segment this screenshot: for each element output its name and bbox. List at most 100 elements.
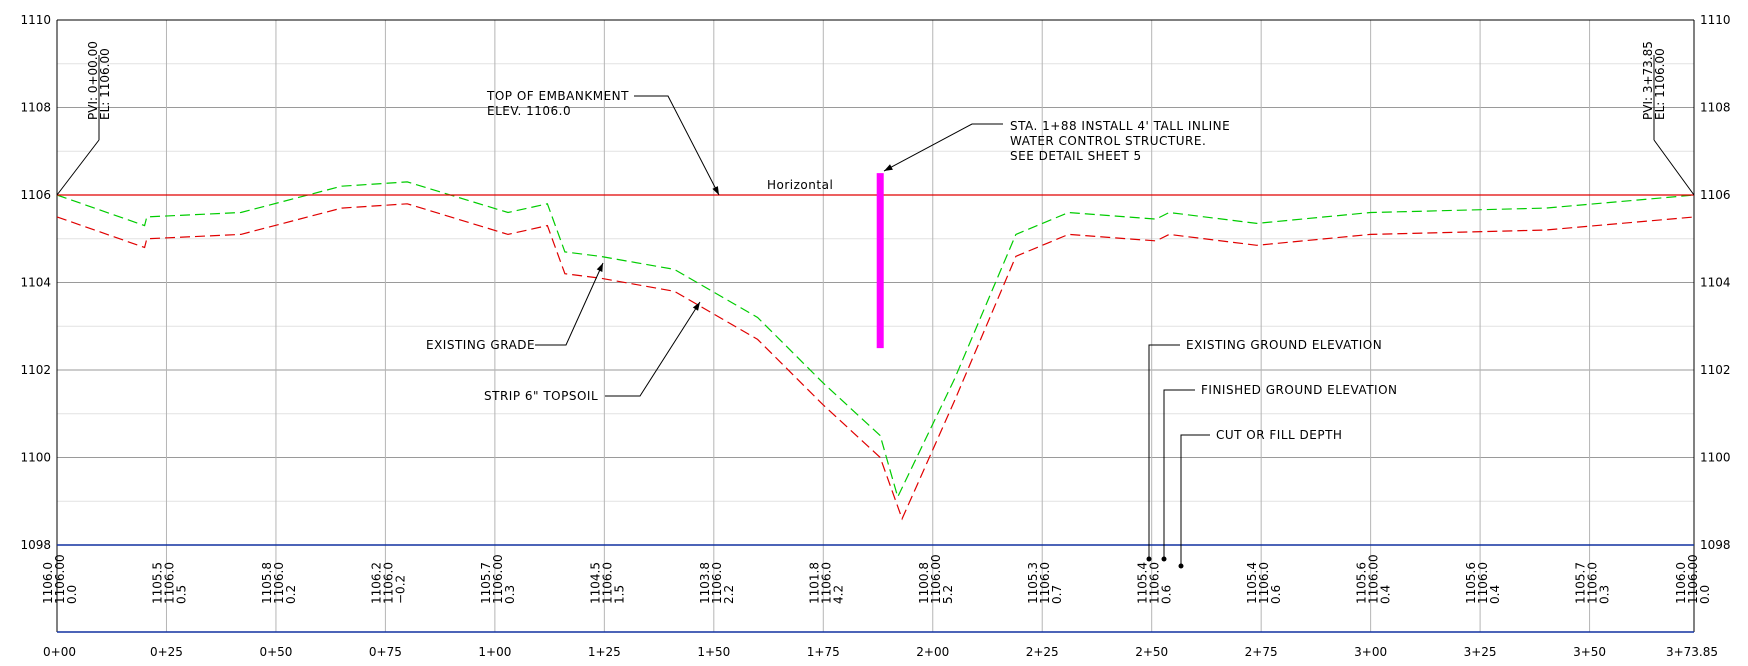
legend-leader	[1163, 389, 1195, 559]
design-line-label: Horizontal	[767, 178, 833, 192]
y-tick-label-left: 1106	[20, 188, 51, 202]
note-top-of-embankment: TOP OF EMBANKMENT	[486, 89, 629, 103]
x-tick-label: 1+75	[807, 645, 840, 659]
existing-grade-line	[56, 181, 1695, 499]
table-finished-elev: 1106.0	[710, 562, 724, 604]
note-existing-grade: EXISTING GRADE	[426, 338, 535, 352]
y-tick-label-left: 1102	[20, 363, 51, 377]
pvi-elevation-text: EL: 1106.00	[98, 48, 112, 120]
table-finished-elev: 1106.0	[1148, 562, 1162, 604]
legend-label: EXISTING GROUND ELEVATION	[1186, 338, 1382, 352]
y-tick-label-left: 1100	[20, 451, 51, 465]
legend-dot	[1146, 556, 1152, 562]
table-existing-elev: 1106.0	[41, 562, 55, 604]
y-tick-label-right: 1104	[1700, 276, 1731, 290]
x-tick-label: 1+25	[588, 645, 621, 659]
table-cut-fill: 0.2	[284, 585, 298, 604]
pvi-elevation-text: EL: 1106.00	[1653, 48, 1667, 120]
note-structure-line: STA. 1+88 INSTALL 4' TALL INLINE	[1010, 119, 1230, 133]
table-cut-fill: 4.2	[831, 585, 845, 604]
table-finished-elev: 1106.0	[1476, 562, 1490, 604]
y-tick-label-right: 1106	[1700, 188, 1731, 202]
x-axis-labels: 0+00 0+25 0+50 0+75 1+00 1+25 1+50 1+75 2+00 2+25…	[43, 645, 1718, 659]
table-finished-elev: 1106.0	[1038, 562, 1052, 604]
table-finished-elev: 1106.00	[929, 554, 943, 604]
table-finished-elev: 1106.0	[819, 562, 833, 604]
table-existing-elev: 1103.8	[698, 562, 712, 604]
x-tick-label: 3+25	[1464, 645, 1497, 659]
table-cut-fill: 1.5	[612, 585, 626, 604]
y-tick-label-left: 1104	[20, 276, 51, 290]
table-cut-fill: 0.4	[1488, 585, 1502, 604]
legend-dot	[1161, 556, 1167, 562]
plot-frame	[56, 19, 1695, 633]
arrow-structure	[884, 164, 893, 171]
table-cut-fill: 0.0	[1698, 585, 1712, 604]
legend-leader	[1148, 344, 1180, 559]
arrow-embankment	[712, 186, 719, 195]
x-tick-label: 3+50	[1573, 645, 1606, 659]
table-cut-fill: 0.5	[174, 585, 188, 604]
table-cut-fill: 5.2	[941, 585, 955, 604]
table-finished-elev: 1106.0	[1257, 562, 1271, 604]
legend-label: CUT OR FILL DEPTH	[1216, 428, 1342, 442]
table-finished-elev: 1106.0	[600, 562, 614, 604]
table-cut-fill: −0.2	[393, 575, 407, 604]
arrow-existing-grade	[596, 263, 603, 272]
leader-existing-grade	[535, 262, 604, 346]
x-tick-label: 0+00	[43, 645, 76, 659]
table-existing-elev: 1105.4	[1245, 562, 1259, 604]
table-existing-elev: 1105.7	[1574, 562, 1588, 604]
table-cut-fill: 0.6	[1160, 585, 1174, 604]
table-finished-elev: 1106.0	[1586, 562, 1600, 604]
y-axis-labels: 1098 1098 1100 1100 1102 1102 1104 1104 1106 1106…	[20, 13, 1730, 552]
table-existing-elev: 1100.8	[917, 562, 931, 604]
design-line-layer: Horizontal	[57, 178, 1694, 196]
note-embankment-elev: ELEV. 1106.0	[487, 104, 571, 118]
x-tick-label: 0+50	[259, 645, 292, 659]
table-finished-elev: 1106.0	[381, 562, 395, 604]
table-existing-elev: 1105.6	[1355, 562, 1369, 604]
table-cut-fill: 0.3	[1598, 585, 1612, 604]
pvi-station-text: PVI: 3+73.85	[1641, 41, 1655, 120]
table-existing-elev: 1105.7	[479, 562, 493, 604]
table-finished-elev: 1106.00	[1367, 554, 1381, 604]
table-finished-elev: 1106.00	[491, 554, 505, 604]
x-tick-label: 1+00	[478, 645, 511, 659]
legend-leader	[1180, 434, 1210, 566]
x-tick-label: 0+25	[150, 645, 183, 659]
series-layer	[56, 181, 1695, 521]
y-tick-label-left: 1110	[20, 13, 51, 27]
pvi-station-text: PVI: 0+00.00	[86, 41, 100, 120]
pvi-leader-diagonal	[56, 139, 100, 196]
table-cut-fill: 0.4	[1379, 585, 1393, 604]
table-existing-elev: 1104.5	[588, 562, 602, 604]
x-tick-label: 1+50	[697, 645, 730, 659]
x-tick-label: 2+75	[1245, 645, 1278, 659]
table-existing-elev: 1106.2	[369, 562, 383, 604]
table-finished-elev: 1106.0	[272, 562, 286, 604]
y-tick-label-right: 1100	[1700, 451, 1731, 465]
table-existing-elev: 1105.6	[1464, 562, 1478, 604]
table-cut-fill: 0.0	[65, 585, 79, 604]
note-strip-topsoil: STRIP 6" TOPSOIL	[484, 389, 598, 403]
y-tick-label-right: 1110	[1700, 13, 1731, 27]
note-structure-line: WATER CONTROL STRUCTURE.	[1010, 134, 1206, 148]
table-finished-elev: 1106.00	[53, 554, 67, 604]
table-existing-elev: 1106.0	[1674, 562, 1688, 604]
x-tick-label: 2+25	[1026, 645, 1059, 659]
y-tick-label-left: 1108	[20, 101, 51, 115]
table-existing-elev: 1105.4	[1136, 562, 1150, 604]
table-existing-elev: 1105.3	[1026, 562, 1040, 604]
x-tick-label: 2+00	[916, 645, 949, 659]
x-tick-label: 3+73.85	[1666, 645, 1718, 659]
y-tick-label-left: 1098	[20, 538, 51, 552]
table-existing-elev: 1105.8	[260, 562, 274, 604]
leader-topsoil	[605, 301, 701, 397]
table-finished-elev: 1106.00	[1686, 554, 1700, 604]
note-structure-line: SEE DETAIL SHEET 5	[1010, 149, 1142, 163]
y-tick-label-right: 1098	[1700, 538, 1731, 552]
grid	[57, 20, 1694, 632]
legend-label: FINISHED GROUND ELEVATION	[1201, 383, 1398, 397]
